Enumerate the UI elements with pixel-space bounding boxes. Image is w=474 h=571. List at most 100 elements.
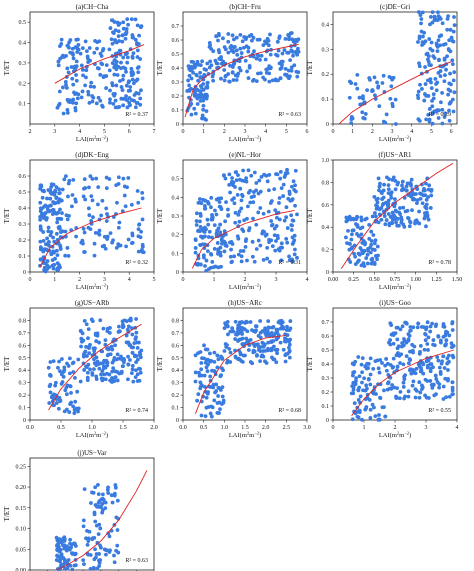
scatter-point: [236, 236, 241, 241]
scatter-point: [277, 34, 282, 39]
scatter-point: [239, 254, 244, 259]
scatter-point: [261, 211, 266, 216]
scatter-point: [108, 26, 113, 30]
scatter-point: [368, 356, 373, 361]
x-tick-label: 1: [351, 129, 354, 135]
scatter-point: [134, 317, 139, 321]
scatter-point: [86, 327, 91, 332]
scatter-point: [193, 63, 198, 68]
r-squared-label: R² = 0.74: [125, 408, 148, 414]
scatter-point: [193, 370, 198, 375]
scatter-point: [447, 333, 452, 338]
scatter-point: [273, 248, 278, 253]
scatter-point: [189, 112, 194, 117]
scatter-point: [417, 380, 422, 385]
scatter-point: [201, 197, 206, 202]
scatter-point: [361, 116, 366, 120]
scatter-point: [452, 70, 457, 75]
scatter-point: [436, 358, 441, 363]
scatter-point: [129, 66, 134, 71]
scatter-point: [126, 80, 131, 85]
scatter-point: [93, 39, 97, 43]
scatter-point: [283, 36, 288, 41]
scatter-point: [198, 70, 202, 75]
scatter-point: [252, 349, 257, 354]
scatter-point: [406, 216, 411, 221]
scatter-point: [295, 74, 300, 79]
scatter-point: [218, 245, 223, 250]
scatter-point: [227, 172, 232, 177]
scatter-point: [71, 370, 76, 374]
scatter-point: [89, 80, 94, 85]
scatter-point: [79, 95, 84, 100]
x-tick-label: 1.0: [88, 425, 96, 431]
scatter-point: [425, 51, 430, 56]
scatter-point: [267, 64, 272, 69]
scatter-point: [240, 332, 244, 336]
scatter-point: [267, 240, 271, 245]
scatter-point: [113, 485, 118, 490]
scatter-point: [218, 388, 223, 392]
scatter-points: [349, 320, 456, 422]
scatter-point: [120, 39, 125, 44]
scatter-point: [353, 82, 358, 86]
scatter-point: [254, 79, 259, 84]
scatter-point: [45, 207, 50, 212]
y-tick-label: 0.20: [16, 485, 27, 491]
scatter-point: [135, 42, 139, 47]
r-squared-label: R² = 0.68: [278, 408, 301, 414]
scatter-point: [411, 325, 416, 330]
scatter-point: [206, 358, 211, 362]
scatter-point: [226, 32, 231, 36]
scatter-point: [126, 324, 131, 329]
y-tick-label: 0: [176, 122, 179, 128]
scatter-point: [133, 105, 138, 110]
y-tick-label: 0.6: [172, 343, 180, 349]
scatter-point: [60, 357, 64, 361]
scatter-point: [390, 104, 395, 109]
scatter-point: [385, 175, 389, 180]
scatter-point: [360, 356, 365, 360]
scatter-point: [60, 187, 65, 192]
scatter-point: [233, 220, 238, 225]
scatter-point: [288, 58, 293, 63]
scatter-point: [410, 383, 415, 388]
scatter-point: [404, 354, 409, 359]
scatter-point: [38, 239, 43, 244]
scatter-point: [358, 394, 363, 399]
scatter-point: [291, 179, 296, 184]
scatter-point: [58, 547, 63, 552]
scatter-point: [417, 209, 421, 214]
scatter-point: [229, 181, 234, 185]
scatter-point: [255, 37, 260, 42]
scatter-point: [209, 195, 214, 200]
scatter-point: [119, 66, 123, 71]
scatter-point: [81, 361, 86, 366]
scatter-point: [250, 38, 254, 43]
scatter-point: [376, 366, 381, 371]
x-tick-label: 1.0: [221, 425, 229, 431]
scatter-point: [50, 258, 55, 263]
scatter-point: [285, 240, 290, 245]
scatter-point: [262, 230, 266, 234]
scatter-point: [121, 55, 126, 60]
scatter-point: [371, 233, 376, 237]
scatter-point: [198, 98, 203, 103]
scatter-point: [283, 67, 288, 71]
scatter-point: [124, 333, 129, 338]
scatter-point: [140, 250, 145, 254]
scatter-point: [117, 39, 122, 43]
y-tick-label: 0.2: [172, 94, 180, 100]
scatter-point: [51, 235, 55, 240]
scatter-point: [97, 366, 102, 371]
scatter-point: [42, 268, 47, 272]
scatter-point: [247, 34, 252, 38]
scatter-point: [363, 364, 368, 369]
scatter-point: [386, 183, 391, 188]
scatter-point: [93, 485, 98, 490]
y-tick-label: 0.2: [172, 233, 180, 239]
scatter-point: [73, 552, 77, 557]
scatter-point: [58, 56, 63, 61]
scatter-point: [368, 250, 373, 255]
scatter-point: [446, 368, 450, 372]
